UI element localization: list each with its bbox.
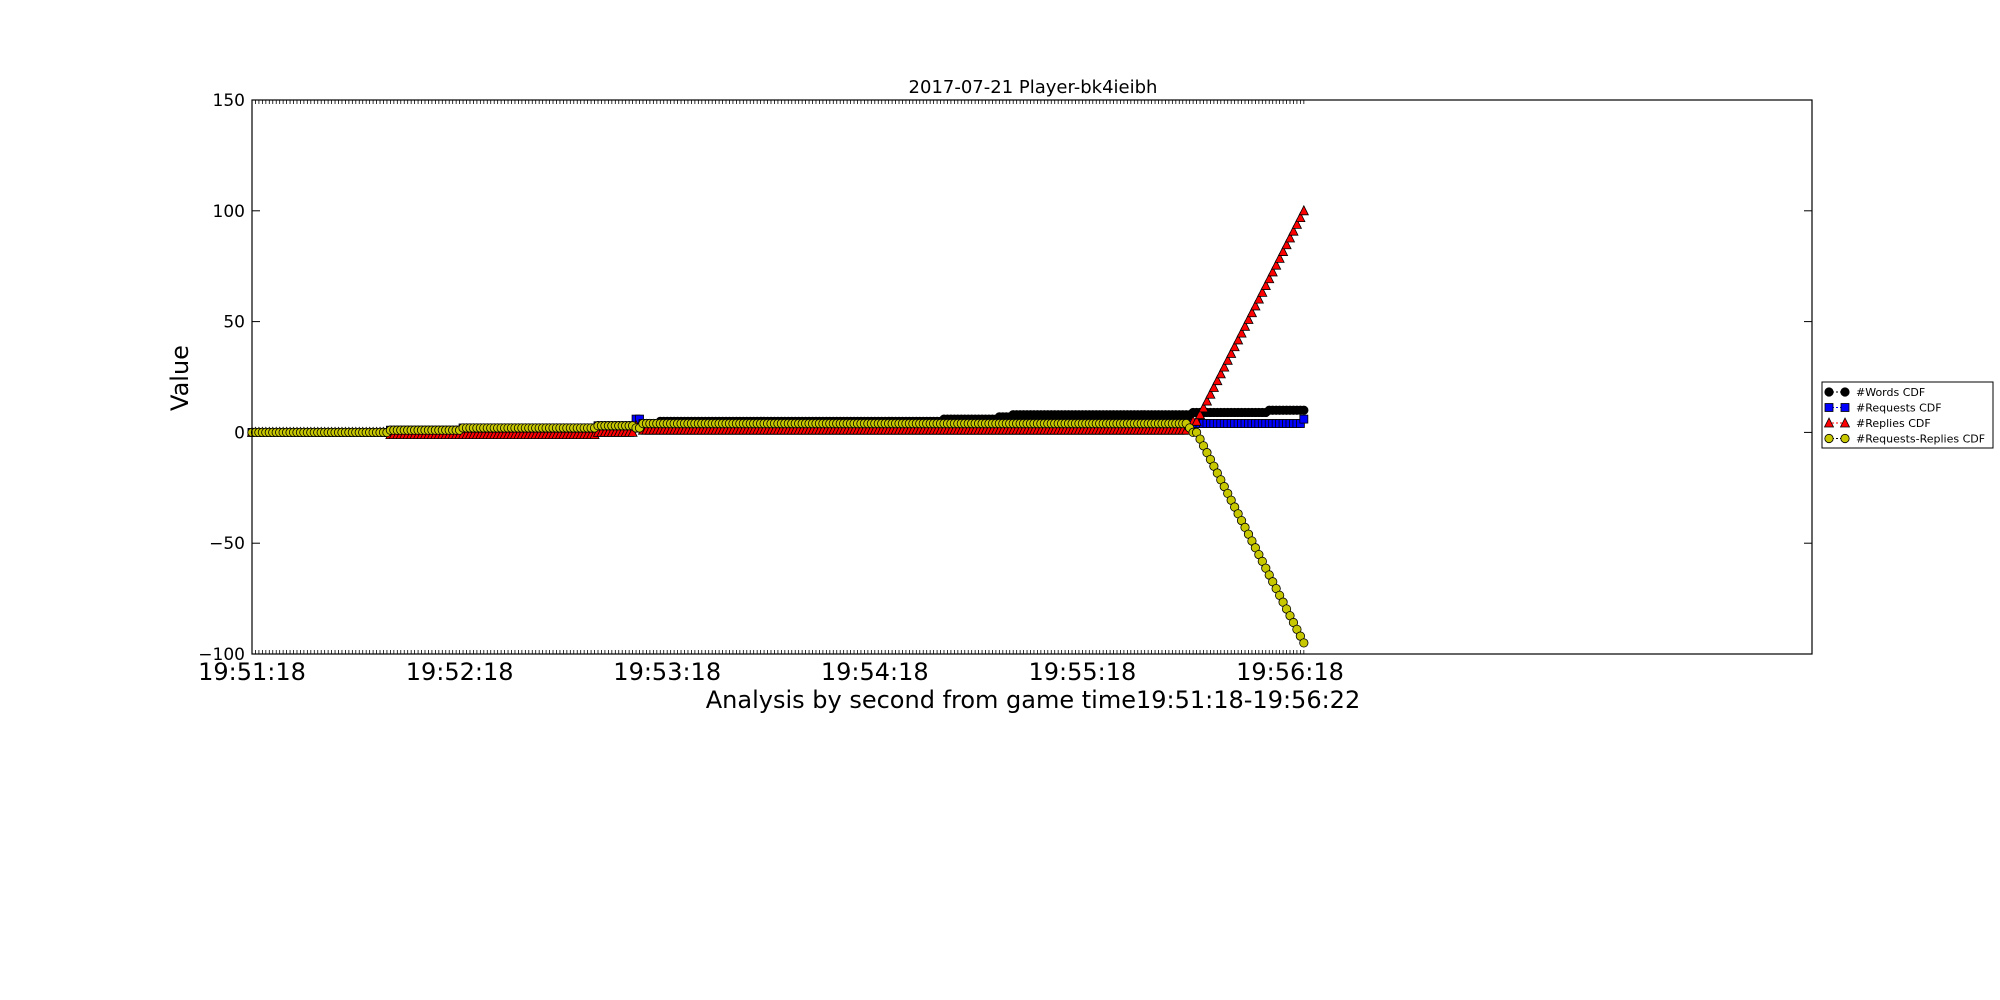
data-point [1212, 374, 1223, 386]
plot-series [246, 204, 1309, 648]
x-tick-label: 19:54:18 [821, 658, 929, 686]
data-point [1215, 368, 1226, 379]
legend-label: #Requests-Replies CDF [1856, 433, 1985, 446]
y-tick-label: 100 [213, 202, 245, 222]
legend-marker [1840, 403, 1850, 412]
data-point [1267, 266, 1278, 277]
y-tick-label: −50 [209, 534, 245, 554]
data-point [1243, 313, 1254, 324]
data-point [1205, 388, 1216, 399]
data-point [1198, 401, 1209, 413]
data-point [1201, 395, 1213, 406]
x-tick-label: 19:56:18 [1236, 658, 1344, 686]
legend-marker [1824, 403, 1834, 412]
y-axis-label: Value [166, 345, 194, 411]
data-point [1239, 320, 1251, 331]
data-point [1281, 238, 1292, 250]
series-3 [247, 418, 1309, 648]
legend-marker [1824, 387, 1834, 397]
data-point [1226, 347, 1237, 358]
data-point [1194, 408, 1206, 420]
data-point [1299, 414, 1309, 424]
data-point [1257, 286, 1268, 297]
legend-marker [1824, 433, 1834, 444]
legend-label: #Replies CDF [1856, 417, 1931, 430]
x-tick-label: 19:52:18 [406, 658, 514, 686]
legend-marker [1823, 417, 1835, 428]
legend-box [1821, 381, 1994, 449]
series-2 [246, 204, 1309, 440]
data-point [1250, 300, 1261, 311]
data-point [1295, 211, 1306, 222]
y-tick-label: 0 [234, 423, 245, 443]
data-point [1299, 405, 1309, 415]
plot-frame [251, 99, 1813, 655]
chart-title: 2017-07-21 Player-bk4ieibh [909, 77, 1158, 98]
series-line [252, 210, 1305, 436]
x-axis-label: Analysis by second from game time19:51:1… [706, 686, 1360, 714]
data-point [1191, 415, 1202, 426]
data-point [1253, 293, 1265, 304]
data-point [1236, 327, 1247, 338]
legend-marker [1840, 387, 1850, 397]
data-point [1288, 225, 1299, 236]
legend-marker [1840, 433, 1850, 444]
data-point [1260, 279, 1271, 290]
x-tick-label: 19:53:18 [613, 658, 721, 686]
data-point [1291, 218, 1303, 229]
data-point [1271, 259, 1282, 270]
data-point [1299, 638, 1309, 648]
data-point [1222, 354, 1233, 365]
y-tick-label: 150 [213, 91, 245, 111]
data-point [1229, 340, 1240, 352]
data-point [1274, 252, 1285, 263]
data-point [1219, 361, 1230, 372]
data-point [1232, 334, 1244, 345]
data-point [1208, 381, 1220, 392]
x-axis: 19:51:18 19:52:18 19:53:18 19:54:18 19:55:18… [198, 100, 1344, 686]
legend-marker [1839, 417, 1851, 428]
legend: #Words CDF #Requests CDF #Replies CDF #Requ… [1821, 381, 1994, 449]
x-tick-label: 19:51:18 [198, 658, 306, 686]
data-point [1298, 204, 1309, 216]
data-point [1277, 245, 1289, 256]
data-point [1264, 272, 1275, 284]
legend-label: #Requests CDF [1856, 402, 1942, 415]
y-tick-label: −100 [198, 645, 245, 665]
y-tick-label: 50 [223, 313, 245, 333]
y-axis: −100 −50 0 50 100 150 [198, 91, 1812, 665]
legend-label: #Words CDF [1856, 386, 1925, 399]
data-point [1284, 232, 1296, 243]
series-line [252, 423, 1305, 644]
x-tick-label: 19:55:18 [1029, 658, 1137, 686]
data-point [1246, 306, 1258, 318]
